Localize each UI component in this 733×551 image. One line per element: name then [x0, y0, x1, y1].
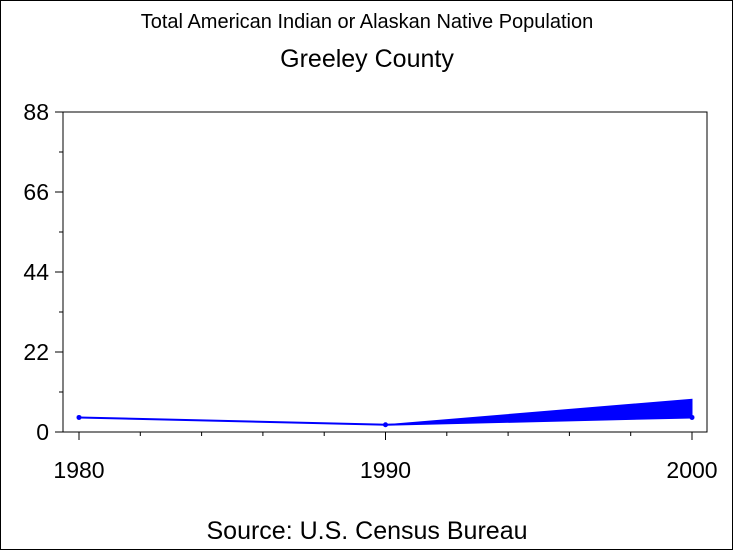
y-tick-label: 44	[23, 259, 49, 285]
y-tick-label: 0	[36, 419, 49, 445]
y-tick-label: 66	[23, 179, 49, 205]
x-tick-label: 1990	[360, 457, 411, 483]
x-tick-label: 1980	[53, 457, 104, 483]
chart-subtitle: Greeley County	[280, 45, 454, 73]
chart-marks	[76, 398, 695, 428]
x-tick-label: 2000	[666, 457, 717, 483]
data-point	[383, 422, 388, 428]
y-tick-label: 22	[23, 339, 49, 365]
plot-area	[62, 111, 708, 433]
data-point	[76, 414, 82, 420]
x-axis: 1980 1990 2000	[53, 432, 718, 483]
y-axis: 0 22 44 66 88	[23, 99, 63, 445]
y-tick-label: 88	[23, 99, 49, 125]
data-point	[689, 414, 695, 420]
source-note: Source: U.S. Census Bureau	[207, 517, 528, 545]
chart-title: Total American Indian or Alaskan Native …	[141, 11, 594, 33]
